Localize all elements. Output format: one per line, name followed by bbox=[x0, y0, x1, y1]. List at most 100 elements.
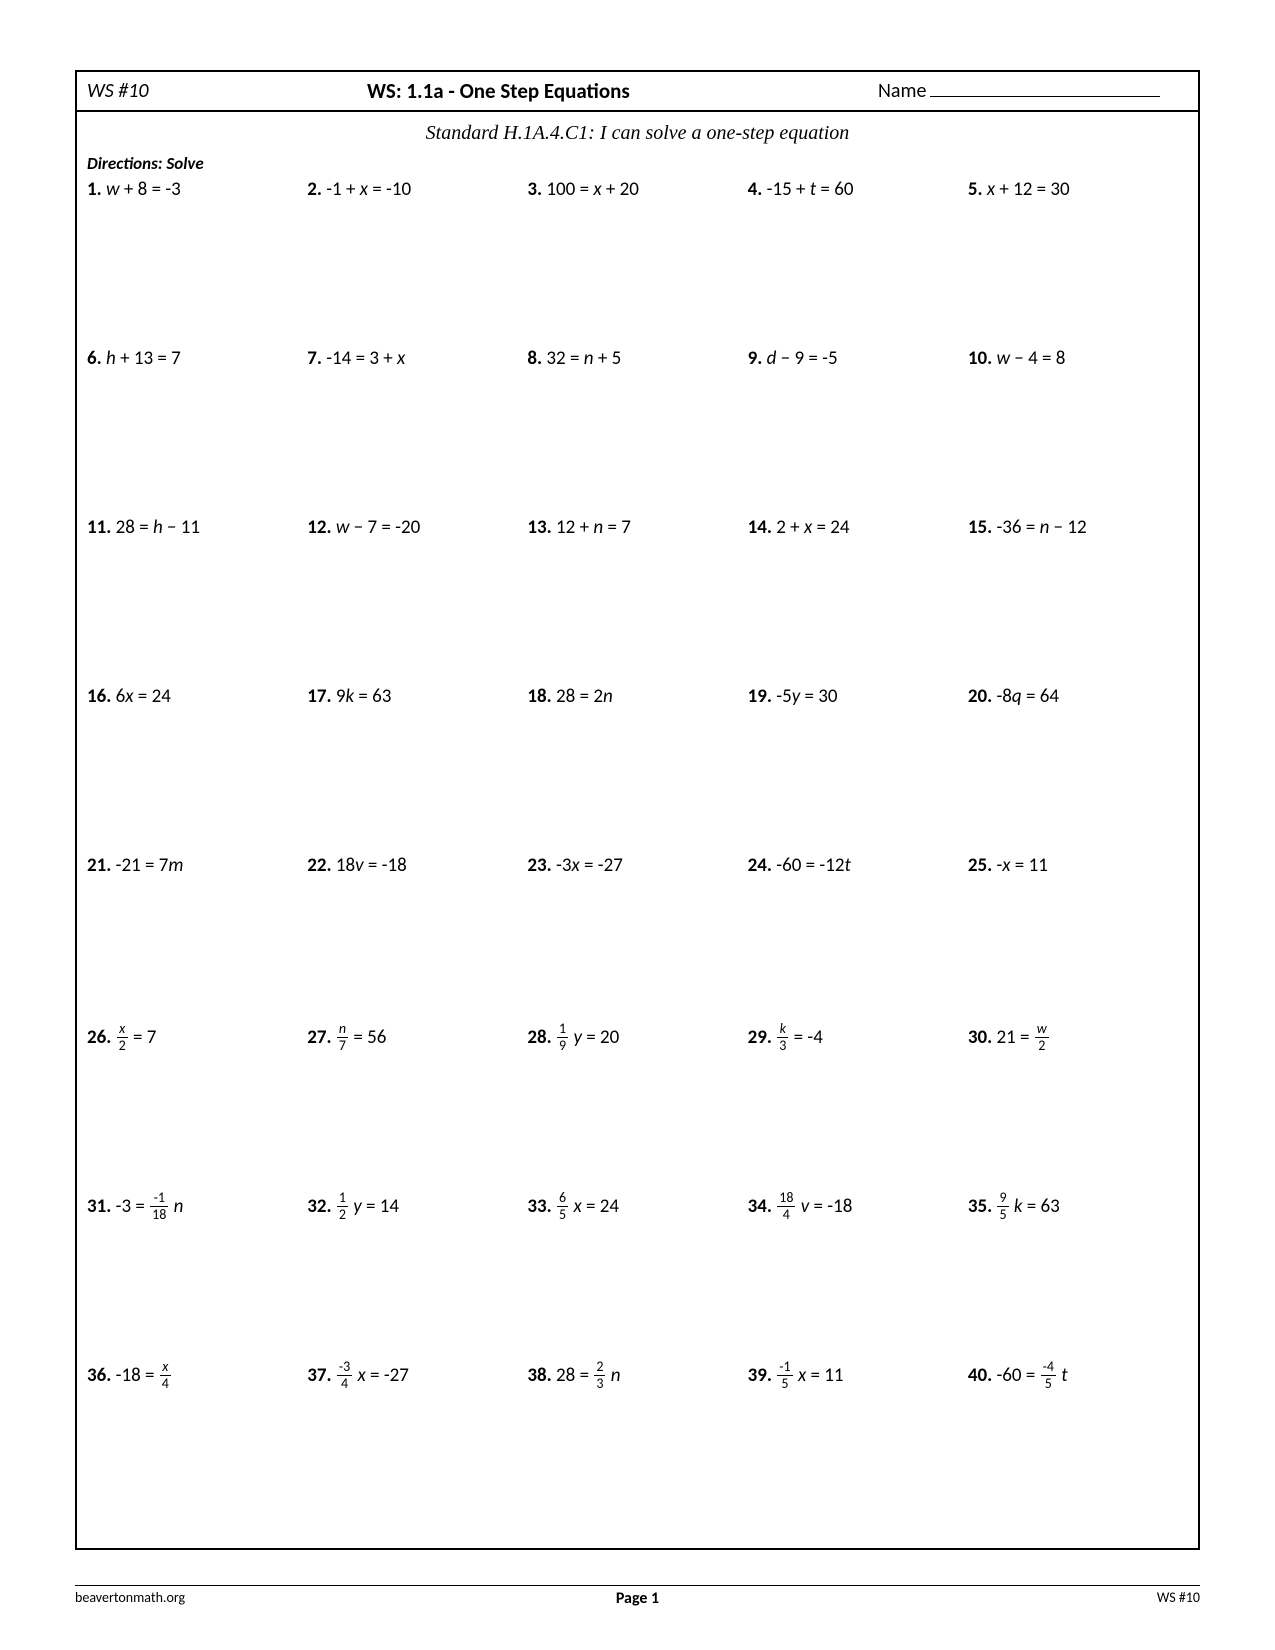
problem-cell: 2. -1 + x = -10 bbox=[307, 178, 527, 201]
header-row: WS #10 WS: 1.1a - One Step Equations Nam… bbox=[77, 72, 1198, 112]
problem-equation: 95 k = 63 bbox=[996, 1195, 1059, 1218]
problem-equation: 100 = x + 20 bbox=[546, 178, 639, 201]
directions-text: Directions: Solve bbox=[77, 153, 1198, 174]
problem-number: 14. bbox=[748, 516, 772, 539]
problem-row: 31. -3 = -118 n32. 12 y = 1433. 65 x = 2… bbox=[87, 1192, 1188, 1361]
problem-number: 35. bbox=[968, 1195, 992, 1218]
problem-cell: 11. 28 = h − 11 bbox=[87, 516, 307, 539]
problem-cell: 26. x2 = 7 bbox=[87, 1023, 307, 1054]
problem-cell: 3. 100 = x + 20 bbox=[527, 178, 747, 201]
problem-cell: 15. -36 = n − 12 bbox=[968, 516, 1188, 539]
problem-number: 36. bbox=[87, 1364, 111, 1387]
problem-cell: 39. -15 x = 11 bbox=[748, 1361, 968, 1392]
problem-equation: w − 7 = -20 bbox=[336, 516, 420, 539]
problem-cell: 29. k3 = -4 bbox=[748, 1023, 968, 1054]
problem-equation: -1 + x = -10 bbox=[326, 178, 411, 201]
problem-equation: -3 = -118 n bbox=[116, 1195, 184, 1218]
problem-cell: 36. -18 = x4 bbox=[87, 1361, 307, 1392]
problem-number: 23. bbox=[527, 854, 551, 877]
problem-equation: w + 8 = -3 bbox=[106, 178, 181, 201]
problem-cell: 40. -60 = -45 t bbox=[968, 1361, 1188, 1392]
problem-cell: 34. 184 v = -18 bbox=[748, 1192, 968, 1223]
problem-cell: 12. w − 7 = -20 bbox=[307, 516, 527, 539]
footer-right: WS #10 bbox=[825, 1589, 1200, 1608]
problem-cell: 21. -21 = 7m bbox=[87, 854, 307, 877]
problem-number: 39. bbox=[748, 1364, 772, 1387]
problem-row: 21. -21 = 7m22. 18v = -1823. -3x = -2724… bbox=[87, 854, 1188, 1023]
problem-number: 30. bbox=[968, 1026, 992, 1049]
problem-row: 26. x2 = 727. n7 = 5628. 19 y = 2029. k3… bbox=[87, 1023, 1188, 1192]
problem-equation: -5y = 30 bbox=[776, 685, 837, 708]
problem-cell: 6. h + 13 = 7 bbox=[87, 347, 307, 370]
problem-number: 2. bbox=[307, 178, 322, 201]
problem-number: 34. bbox=[748, 1195, 772, 1218]
problem-equation: 19 y = 20 bbox=[556, 1026, 619, 1049]
problem-equation: 28 = h − 11 bbox=[116, 516, 200, 539]
problem-row: 11. 28 = h − 1112. w − 7 = -2013. 12 + n… bbox=[87, 516, 1188, 685]
problem-equation: -8q = 64 bbox=[996, 685, 1059, 708]
problem-row: 6. h + 13 = 77. -14 = 3 + x8. 32 = n + 5… bbox=[87, 347, 1188, 516]
problem-cell: 31. -3 = -118 n bbox=[87, 1192, 307, 1223]
problem-number: 22. bbox=[307, 854, 331, 877]
problem-cell: 13. 12 + n = 7 bbox=[527, 516, 747, 539]
name-label: Name bbox=[878, 79, 926, 103]
problem-cell: 4. -15 + t = 60 bbox=[748, 178, 968, 201]
problem-cell: 20. -8q = 64 bbox=[968, 685, 1188, 708]
problem-cell: 24. -60 = -12t bbox=[748, 854, 968, 877]
problem-equation: w − 4 = 8 bbox=[996, 347, 1065, 370]
problem-cell: 5. x + 12 = 30 bbox=[968, 178, 1188, 201]
problem-equation: x + 12 = 30 bbox=[987, 178, 1070, 201]
problem-cell: 16. 6x = 24 bbox=[87, 685, 307, 708]
problem-number: 40. bbox=[968, 1364, 992, 1387]
problem-number: 15. bbox=[968, 516, 992, 539]
problem-number: 33. bbox=[527, 1195, 551, 1218]
problem-cell: 19. -5y = 30 bbox=[748, 685, 968, 708]
problem-equation: -3x = -27 bbox=[556, 854, 623, 877]
problem-number: 28. bbox=[527, 1026, 551, 1049]
problem-cell: 37. -34 x = -27 bbox=[307, 1361, 527, 1392]
problem-equation: 9k = 63 bbox=[336, 685, 392, 708]
problem-number: 6. bbox=[87, 347, 102, 370]
problem-equation: -60 = -45 t bbox=[996, 1364, 1067, 1387]
problem-row: 36. -18 = x437. -34 x = -2738. 28 = 23 n… bbox=[87, 1361, 1188, 1530]
content-frame: WS #10 WS: 1.1a - One Step Equations Nam… bbox=[75, 70, 1200, 1550]
name-blank-line[interactable] bbox=[930, 82, 1160, 97]
problem-number: 11. bbox=[87, 516, 111, 539]
problem-equation: -21 = 7m bbox=[116, 854, 184, 877]
problem-cell: 30. 21 = w2 bbox=[968, 1023, 1188, 1054]
page-footer: beavertonmath.org Page 1 WS #10 bbox=[75, 1585, 1200, 1608]
problem-number: 27. bbox=[307, 1026, 331, 1049]
problem-number: 18. bbox=[527, 685, 551, 708]
problem-equation: h + 13 = 7 bbox=[106, 347, 181, 370]
name-field: Name bbox=[878, 79, 1198, 103]
problem-cell: 28. 19 y = 20 bbox=[527, 1023, 747, 1054]
problem-number: 29. bbox=[748, 1026, 772, 1049]
problem-equation: -x = 11 bbox=[996, 854, 1047, 877]
problem-equation: 12 + n = 7 bbox=[556, 516, 631, 539]
problem-number: 31. bbox=[87, 1195, 111, 1218]
problem-cell: 38. 28 = 23 n bbox=[527, 1361, 747, 1392]
problem-equation: 21 = w2 bbox=[996, 1026, 1049, 1049]
problem-number: 21. bbox=[87, 854, 111, 877]
problem-equation: k3 = -4 bbox=[776, 1026, 823, 1049]
problem-number: 3. bbox=[527, 178, 542, 201]
problem-number: 17. bbox=[307, 685, 331, 708]
problem-equation: -14 = 3 + x bbox=[326, 347, 405, 370]
problem-equation: -15 x = 11 bbox=[776, 1364, 843, 1387]
problem-number: 16. bbox=[87, 685, 111, 708]
problem-number: 37. bbox=[307, 1364, 331, 1387]
problem-cell: 7. -14 = 3 + x bbox=[307, 347, 527, 370]
problem-number: 25. bbox=[968, 854, 992, 877]
problem-number: 20. bbox=[968, 685, 992, 708]
problem-equation: 18v = -18 bbox=[336, 854, 407, 877]
problems-grid: 1. w + 8 = -32. -1 + x = -103. 100 = x +… bbox=[77, 174, 1198, 1530]
problem-cell: 18. 28 = 2n bbox=[527, 685, 747, 708]
problem-equation: -34 x = -27 bbox=[336, 1364, 409, 1387]
problem-number: 9. bbox=[748, 347, 763, 370]
ws-number: WS #10 bbox=[77, 79, 367, 103]
problem-equation: 65 x = 24 bbox=[556, 1195, 619, 1218]
problem-equation: 6x = 24 bbox=[116, 685, 171, 708]
problem-equation: d − 9 = -5 bbox=[767, 347, 838, 370]
worksheet-title: WS: 1.1a - One Step Equations bbox=[367, 78, 878, 104]
problem-equation: 12 y = 14 bbox=[336, 1195, 399, 1218]
